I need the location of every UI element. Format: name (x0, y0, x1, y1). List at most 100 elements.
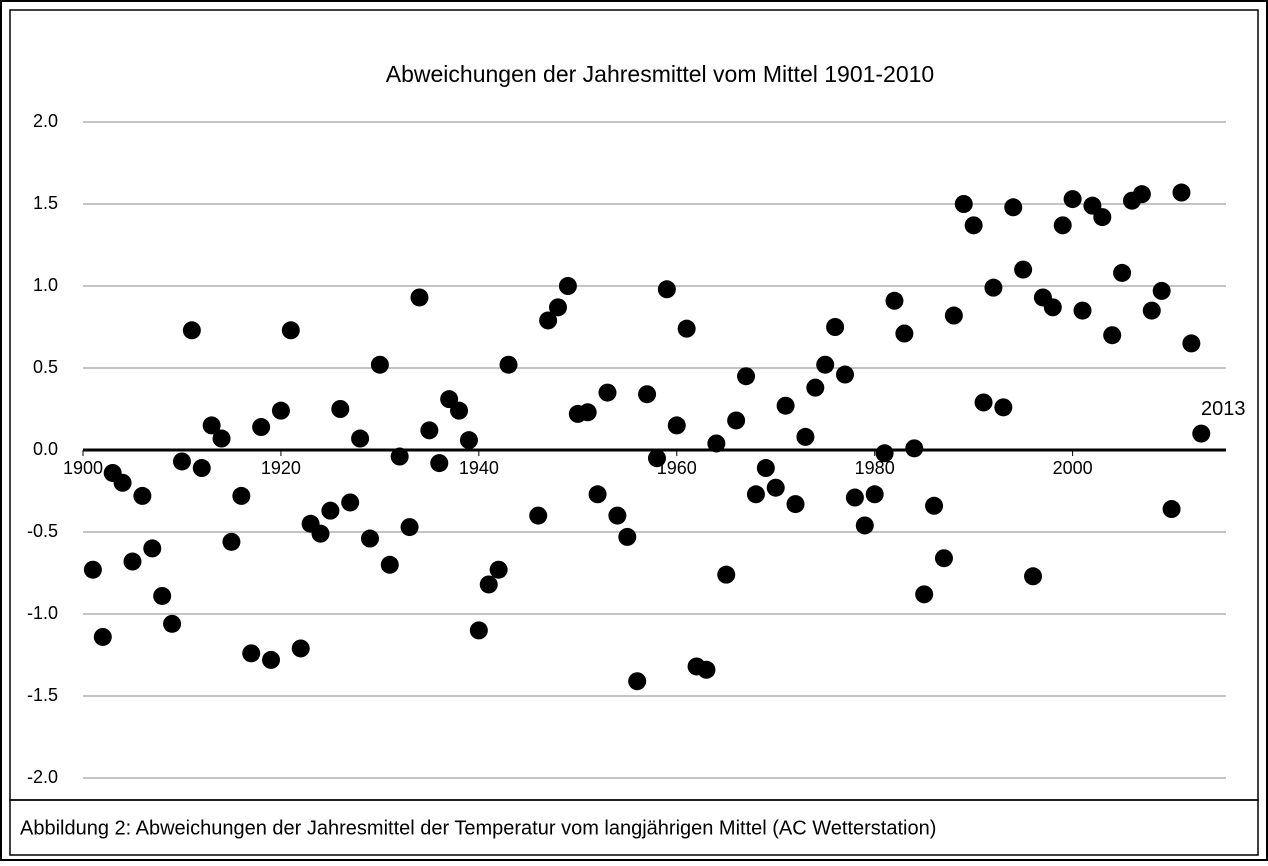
point (1142, 301, 1161, 320)
x-tick-label: 1920 (261, 458, 301, 478)
point (855, 516, 874, 535)
point (1073, 301, 1092, 320)
point (1192, 424, 1211, 443)
point (558, 277, 577, 295)
point (1182, 334, 1201, 353)
point (529, 506, 548, 525)
point (1063, 190, 1082, 209)
point (1113, 263, 1132, 282)
point (925, 496, 944, 515)
point (836, 365, 854, 384)
point (410, 288, 429, 307)
point (341, 493, 360, 512)
point (1004, 198, 1023, 217)
point (737, 367, 756, 386)
point (647, 449, 666, 468)
point (1053, 216, 1072, 235)
point (133, 486, 152, 505)
point (816, 355, 835, 374)
point (588, 485, 607, 504)
point (469, 621, 488, 640)
point (489, 560, 508, 579)
point (311, 524, 330, 543)
point (479, 575, 498, 594)
point (628, 672, 647, 691)
x-tick-label: 1960 (657, 458, 697, 478)
point (905, 439, 924, 458)
point (796, 427, 815, 446)
y-tick-label: -2.0 (27, 767, 58, 787)
point (459, 431, 478, 450)
point (113, 473, 132, 492)
point (707, 434, 726, 453)
point (420, 421, 439, 440)
point (578, 403, 597, 422)
point (1152, 281, 1171, 300)
point (717, 565, 736, 584)
x-tick-label: 1900 (63, 458, 103, 478)
point (697, 660, 716, 679)
point (826, 318, 845, 336)
point (390, 447, 409, 466)
point (657, 280, 676, 299)
y-tick-label: -1.0 (27, 603, 58, 623)
point (677, 319, 696, 338)
point (281, 321, 300, 340)
point (746, 485, 765, 504)
point (618, 527, 637, 546)
point (1024, 567, 1043, 586)
point (232, 486, 251, 505)
point (331, 400, 350, 418)
point (727, 411, 746, 430)
point (370, 355, 389, 374)
point (598, 383, 617, 402)
point (845, 488, 864, 507)
y-tick-label: 1.5 (33, 193, 58, 213)
point (202, 416, 221, 435)
point (321, 501, 340, 520)
annotation: 2013 (1201, 398, 1246, 420)
point (351, 429, 370, 448)
y-tick-label: 0.5 (33, 357, 58, 377)
point (400, 518, 419, 537)
point (934, 549, 953, 568)
point (242, 644, 261, 663)
point (549, 298, 568, 317)
x-tick-label: 1940 (459, 458, 499, 478)
point (539, 311, 558, 330)
point (123, 552, 142, 571)
point (1162, 500, 1181, 519)
point (667, 416, 686, 435)
point (885, 291, 904, 310)
point (806, 378, 825, 397)
chart-title: Abweichungen der Jahresmittel vom Mittel… (386, 61, 934, 87)
point (450, 401, 469, 420)
point (1132, 185, 1151, 204)
point (380, 555, 399, 574)
point (994, 398, 1013, 417)
point (638, 385, 657, 404)
point (252, 418, 271, 437)
point (153, 586, 172, 605)
point (1093, 208, 1112, 227)
point (1103, 326, 1122, 345)
point (954, 195, 973, 213)
point (222, 532, 241, 551)
point (895, 324, 914, 343)
point (291, 639, 310, 658)
point (944, 306, 963, 325)
point (172, 452, 191, 471)
point (776, 396, 795, 415)
point (499, 355, 518, 374)
point (984, 278, 1003, 297)
y-tick-label: 2.0 (33, 111, 58, 131)
point (163, 614, 182, 633)
point (1043, 298, 1062, 317)
point (271, 401, 290, 420)
point (1172, 183, 1191, 202)
point (1014, 260, 1033, 279)
caption: Abbildung 2: Abweichungen der Jahresmitt… (20, 817, 936, 839)
point (430, 454, 449, 473)
point (192, 459, 211, 478)
